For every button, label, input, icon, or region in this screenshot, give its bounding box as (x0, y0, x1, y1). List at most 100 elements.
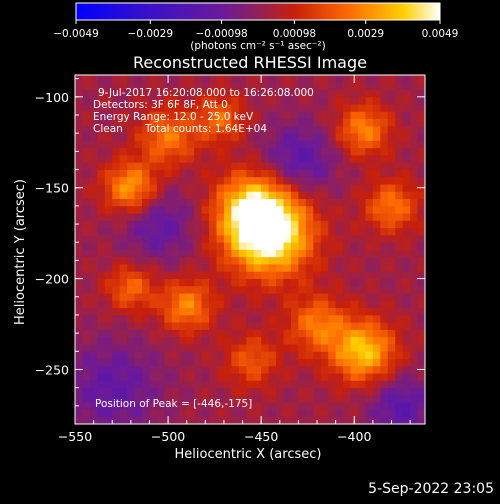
heatmap-cell (231, 125, 240, 134)
heatmap-cell (149, 125, 158, 134)
heatmap-cell (223, 125, 232, 134)
heatmap-cell (395, 176, 404, 185)
heatmap-cell (253, 285, 262, 294)
heatmap-cell (194, 416, 202, 424)
heatmap-cell (276, 264, 284, 272)
heatmap-cell (223, 256, 232, 265)
heatmap-cell (209, 402, 217, 410)
heatmap-cell (313, 351, 322, 359)
heatmap-cell (179, 394, 188, 403)
heatmap-cell (261, 380, 270, 389)
heatmap-cell (387, 394, 396, 403)
heatmap-cell (343, 293, 351, 301)
heatmap-cell (380, 234, 389, 243)
heatmap-cell (261, 169, 270, 178)
heatmap-cell (320, 322, 329, 330)
heatmap-cell (112, 285, 121, 294)
heatmap-cell (365, 322, 374, 330)
heatmap-cell (238, 344, 247, 352)
heatmap-cell (164, 394, 173, 403)
heatmap-cell (313, 307, 322, 316)
heatmap-cell (283, 205, 292, 214)
heatmap-cell (179, 365, 188, 374)
colorbar-tick-label: −0.0049 (53, 28, 99, 40)
heatmap-cell (410, 249, 418, 258)
heatmap-cell (119, 300, 128, 309)
heatmap-cell (343, 394, 351, 403)
heatmap-cell (357, 169, 366, 178)
heatmap-cell (343, 264, 351, 272)
heatmap-cell (194, 242, 202, 250)
heatmap-cell (276, 89, 284, 98)
heatmap-cell (216, 125, 225, 134)
heatmap-cell (194, 365, 202, 374)
heatmap-cell (142, 75, 150, 83)
heatmap-cell (253, 118, 262, 127)
heatmap-cell (97, 205, 106, 214)
heatmap-cell (186, 271, 195, 279)
heatmap-cell (119, 351, 128, 359)
heatmap-cell (276, 118, 284, 127)
heatmap-cell (149, 227, 158, 236)
heatmap-cell (112, 75, 121, 83)
heatmap-cell (253, 140, 262, 149)
heatmap-cell (194, 227, 202, 236)
heatmap-cell (380, 96, 389, 105)
heatmap-cell (290, 351, 299, 359)
heatmap-cell (246, 118, 255, 127)
heatmap-cell (320, 227, 329, 236)
heatmap-cell (164, 307, 173, 316)
heatmap-cell (417, 104, 425, 112)
heatmap-cell (395, 89, 404, 98)
heatmap-cell (283, 365, 292, 374)
heatmap-cell (112, 293, 121, 301)
heatmap-cell (350, 169, 359, 178)
heatmap-cell (261, 256, 270, 265)
heatmap-cell (149, 82, 158, 90)
heatmap-cell (357, 213, 366, 221)
heatmap-cell (231, 162, 240, 170)
heatmap-cell (164, 118, 173, 127)
heatmap-cell (209, 351, 217, 359)
heatmap-cell (119, 293, 128, 301)
heatmap-cell (395, 82, 404, 90)
heatmap-cell (201, 300, 210, 309)
heatmap-cell (328, 344, 337, 352)
heatmap-cell (305, 365, 314, 374)
heatmap-cell (119, 133, 128, 141)
heatmap-cell (290, 220, 299, 229)
heatmap-cell (209, 322, 217, 330)
heatmap-cell (276, 75, 284, 83)
heatmap-cell (134, 169, 143, 178)
heatmap-cell (335, 89, 344, 98)
heatmap-cell (127, 75, 135, 83)
heatmap-cell (268, 380, 277, 389)
heatmap-cell (253, 344, 262, 352)
heatmap-cell (89, 75, 98, 83)
heatmap-cell (142, 242, 150, 250)
heatmap-cell (223, 234, 232, 243)
heatmap-cell (82, 300, 91, 309)
heatmap-cell (387, 118, 396, 127)
heatmap-cell (298, 373, 307, 381)
heatmap-cell (290, 162, 299, 170)
heatmap-cell (82, 271, 91, 279)
heatmap-cell (127, 169, 135, 178)
heatmap-cell (75, 373, 83, 381)
heatmap-cell (365, 344, 374, 352)
heatmap-cell (201, 365, 210, 374)
heatmap-cell (395, 300, 404, 309)
heatmap-cell (365, 154, 374, 163)
heatmap-cell (82, 285, 91, 294)
heatmap-cell (171, 373, 180, 381)
heatmap-cell (82, 387, 91, 396)
heatmap-cell (343, 198, 351, 207)
heatmap-cell (350, 227, 359, 236)
heatmap-cell (290, 365, 299, 374)
heatmap-cell (387, 285, 396, 294)
heatmap-cell (305, 285, 314, 294)
heatmap-cell (305, 402, 314, 410)
heatmap-cell (156, 351, 165, 359)
heatmap-cell (112, 380, 121, 389)
heatmap-cell (313, 271, 322, 279)
